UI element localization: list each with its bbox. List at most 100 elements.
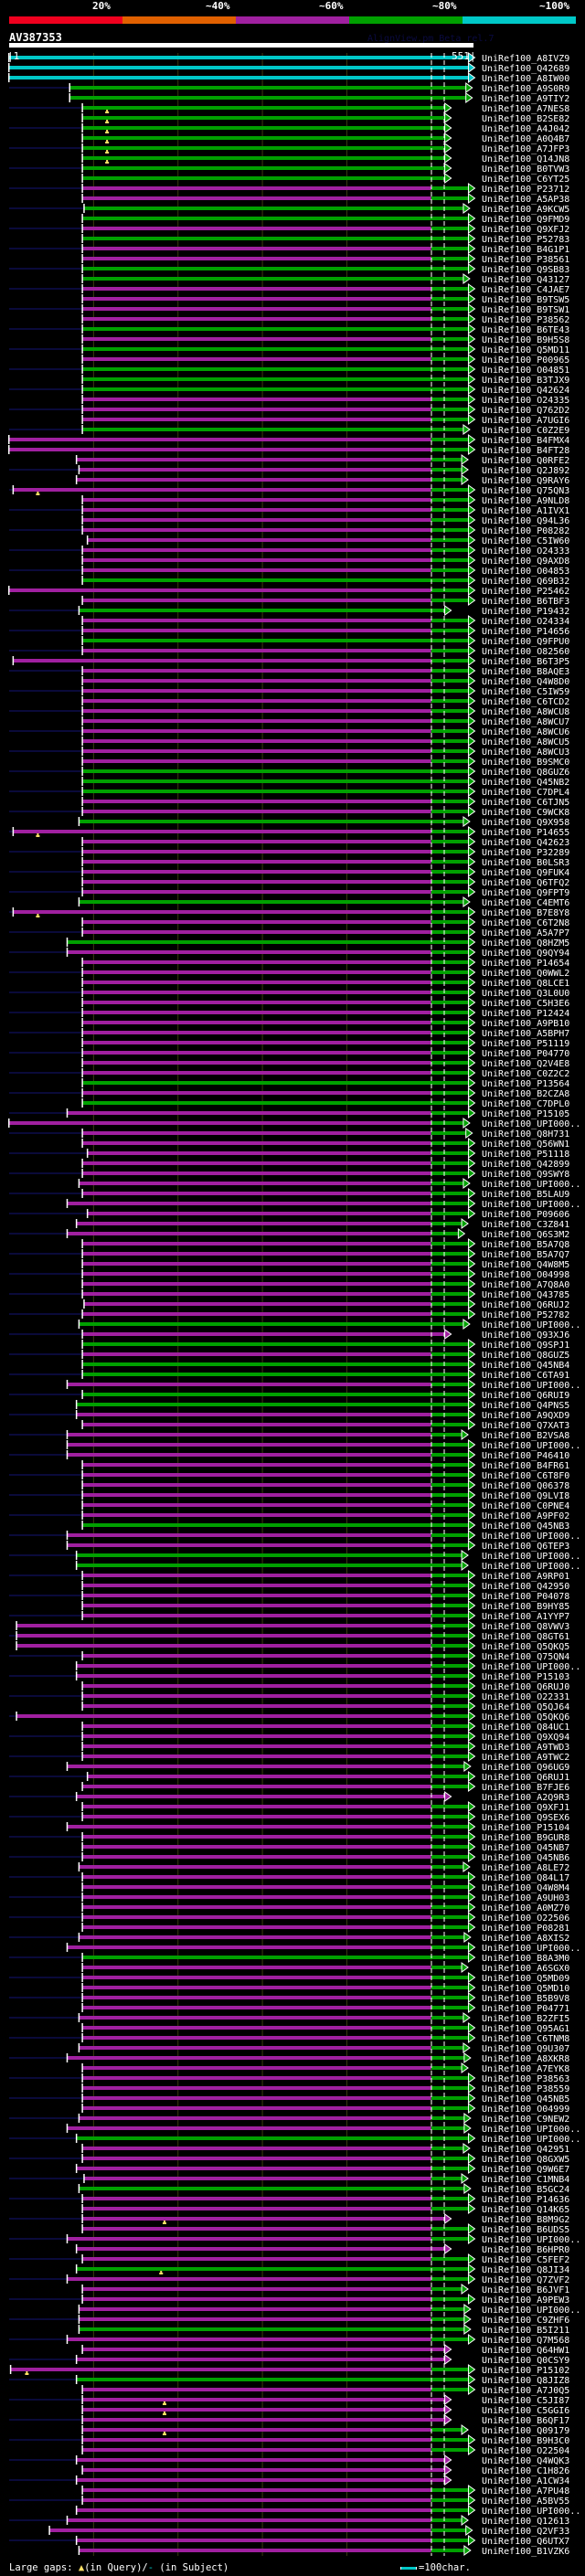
subject-label[interactable]: UniRef100_C0PNE4 (482, 1501, 569, 1511)
subject-label[interactable]: UniRef100_C6TNM8 (482, 2034, 569, 2044)
subject-label[interactable]: UniRef100_C6T8F0 (482, 1471, 569, 1481)
subject-label[interactable]: UniRef100_P23712 (482, 185, 569, 195)
subject-label[interactable]: UniRef100_A9S0R9 (482, 84, 569, 94)
subject-label[interactable]: UniRef100_P52783 (482, 235, 569, 245)
subject-label[interactable]: UniRef100_Q9FPT9 (482, 888, 569, 898)
subject-label[interactable]: UniRef100_A4J042 (482, 124, 569, 134)
subject-label[interactable]: UniRef100_Q6S3M2 (482, 1230, 569, 1240)
subject-label[interactable]: UniRef100_Q2V4E8 (482, 1059, 569, 1069)
subject-label[interactable]: UniRef100_Q45NB7 (482, 1843, 569, 1853)
subject-label[interactable]: UniRef100_Q6UTX7 (482, 2537, 569, 2547)
subject-label[interactable]: UniRef100_Q4W8D0 (482, 677, 569, 687)
subject-label[interactable]: UniRef100_Q96UG9 (482, 1763, 569, 1773)
subject-label[interactable]: UniRef100_A9TWD3 (482, 1743, 569, 1753)
subject-label[interactable]: UniRef100_B7FJE6 (482, 1783, 569, 1793)
subject-label[interactable]: UniRef100_P32289 (482, 848, 569, 858)
subject-label[interactable]: UniRef100_A5A7P7 (482, 928, 569, 938)
subject-label[interactable]: UniRef100_A8IW00 (482, 74, 569, 84)
subject-label[interactable]: UniRef100_P04078 (482, 1592, 569, 1602)
subject-label[interactable]: UniRef100_B0TVW3 (482, 164, 569, 175)
subject-label[interactable]: UniRef100_A5AP38 (482, 195, 569, 205)
subject-label[interactable]: UniRef100_A9RP01 (482, 1572, 569, 1582)
subject-label[interactable]: UniRef100_Q0WWL2 (482, 969, 569, 979)
subject-label[interactable]: UniRef100_B9SMC0 (482, 758, 569, 768)
subject-label[interactable]: UniRef100_O22504 (482, 2446, 569, 2456)
subject-label[interactable]: UniRef100_B9TSW5 (482, 295, 569, 305)
subject-label[interactable]: UniRef100_C5FEF2 (482, 2255, 569, 2265)
subject-label[interactable]: UniRef100_Q94L36 (482, 516, 569, 526)
subject-label[interactable]: UniRef100_Q43127 (482, 275, 569, 285)
subject-label[interactable]: UniRef100_B5B9V8 (482, 1994, 569, 2004)
subject-label[interactable]: UniRef100_UPI000.. (482, 2135, 580, 2145)
subject-label[interactable]: UniRef100_A7NES8 (482, 104, 569, 114)
subject-label[interactable]: UniRef100_Q4W8M4 (482, 1883, 569, 1893)
subject-label[interactable]: UniRef100_Q95AG1 (482, 2024, 569, 2034)
subject-label[interactable]: UniRef100_P46410 (482, 1451, 569, 1461)
subject-label[interactable]: UniRef100_C6T2N8 (482, 918, 569, 928)
subject-label[interactable]: UniRef100_C5H3E6 (482, 999, 569, 1009)
subject-label[interactable]: UniRef100_B5GC24 (482, 2185, 569, 2195)
subject-label[interactable]: UniRef100_Q3L0U0 (482, 989, 569, 999)
subject-label[interactable]: UniRef100_UPI000.. (482, 1180, 580, 1190)
subject-label[interactable]: UniRef100_Q9AXD8 (482, 557, 569, 567)
subject-label[interactable]: UniRef100_A8XIS2 (482, 1934, 569, 1944)
subject-label[interactable]: UniRef100_Q42899 (482, 1160, 569, 1170)
subject-label[interactable]: UniRef100_Q93XJ6 (482, 1330, 569, 1341)
subject-label[interactable]: UniRef100_UPI000.. (482, 2125, 580, 2135)
subject-label[interactable]: UniRef100_C0Z2E9 (482, 426, 569, 436)
subject-label[interactable]: UniRef100_Q75QN3 (482, 486, 569, 496)
subject-label[interactable]: UniRef100_P15105 (482, 1109, 569, 1119)
subject-label[interactable]: UniRef100_Q5MD09 (482, 1974, 569, 1984)
subject-label[interactable]: UniRef100_Q9SPJ1 (482, 1341, 569, 1351)
subject-label[interactable]: UniRef100_O24334 (482, 617, 569, 627)
subject-label[interactable]: UniRef100_Q5QKQ5 (482, 1642, 569, 1652)
subject-label[interactable]: UniRef100_B8M9G2 (482, 2215, 569, 2225)
subject-label[interactable]: UniRef100_Q42951 (482, 2145, 569, 2155)
subject-label[interactable]: UniRef100_P51118 (482, 1150, 569, 1160)
subject-label[interactable]: UniRef100_Q8VWV3 (482, 1622, 569, 1632)
subject-label[interactable]: UniRef100_UPI000.. (482, 1562, 580, 1572)
subject-label[interactable]: UniRef100_Q2J892 (482, 466, 569, 476)
subject-label[interactable]: UniRef100_Q7ZVF2 (482, 2275, 569, 2285)
subject-label[interactable]: UniRef100_A9QXD9 (482, 1411, 569, 1421)
subject-label[interactable]: UniRef100_C5IW59 (482, 687, 569, 697)
subject-label[interactable]: UniRef100_Q6RUJ2 (482, 1300, 569, 1310)
subject-label[interactable]: UniRef100_P38559 (482, 2084, 569, 2094)
subject-label[interactable]: UniRef100_B2VSA8 (482, 1431, 569, 1441)
subject-label[interactable]: UniRef100_O24333 (482, 546, 569, 557)
subject-label[interactable]: UniRef100_O24335 (482, 396, 569, 406)
subject-label[interactable]: UniRef100_P04770 (482, 1049, 569, 1059)
subject-label[interactable]: UniRef100_B5LAU9 (482, 1190, 569, 1200)
subject-label[interactable]: UniRef100_A9PB10 (482, 1019, 569, 1029)
subject-label[interactable]: UniRef100_Q5MD10 (482, 1984, 569, 1994)
subject-label[interactable]: UniRef100_Q9LVI8 (482, 1491, 569, 1501)
subject-label[interactable]: UniRef100_P04771 (482, 2004, 569, 2014)
subject-label[interactable]: UniRef100_P38563 (482, 2074, 569, 2084)
subject-label[interactable]: UniRef100_UPI000.. (482, 1944, 580, 1954)
subject-label[interactable]: UniRef100_A9KCW5 (482, 205, 569, 215)
subject-label[interactable]: UniRef100_B6HPR0 (482, 2245, 569, 2255)
subject-label[interactable]: UniRef100_B9TSW1 (482, 305, 569, 315)
subject-label[interactable]: UniRef100_O22506 (482, 1913, 569, 1924)
subject-label[interactable]: UniRef100_Q8GUZ6 (482, 768, 569, 778)
subject-label[interactable]: UniRef100_Q56WN1 (482, 1140, 569, 1150)
subject-label[interactable]: UniRef100_O82560 (482, 647, 569, 657)
subject-label[interactable]: UniRef100_C5IW60 (482, 536, 569, 546)
subject-label[interactable]: UniRef100_O04853 (482, 567, 569, 577)
subject-label[interactable]: UniRef100_C9ZHF6 (482, 2316, 569, 2326)
subject-label[interactable]: UniRef100_O22331 (482, 1692, 569, 1702)
subject-label[interactable]: UniRef100_A5BPH7 (482, 1029, 569, 1039)
subject-label[interactable]: UniRef100_Q45NB4 (482, 1361, 569, 1371)
subject-label[interactable]: UniRef100_Q42623 (482, 838, 569, 848)
subject-label[interactable]: UniRef100_Q9RAY6 (482, 476, 569, 486)
subject-label[interactable]: UniRef100_Q9QY94 (482, 949, 569, 959)
subject-label[interactable]: UniRef100_UPI000.. (482, 1320, 580, 1330)
subject-label[interactable]: UniRef100_B6TBF3 (482, 597, 569, 607)
subject-label[interactable]: UniRef100_Q6RUI9 (482, 1391, 569, 1401)
subject-label[interactable]: UniRef100_A8LE72 (482, 1863, 569, 1873)
subject-label[interactable]: UniRef100_Q9U307 (482, 2044, 569, 2054)
subject-label[interactable]: UniRef100_UPI000.. (482, 2235, 580, 2245)
subject-label[interactable]: UniRef100_C6TCD2 (482, 697, 569, 707)
subject-label[interactable]: UniRef100_Q14K65 (482, 2205, 569, 2215)
subject-label[interactable]: UniRef100_Q9XFJ1 (482, 1803, 569, 1813)
